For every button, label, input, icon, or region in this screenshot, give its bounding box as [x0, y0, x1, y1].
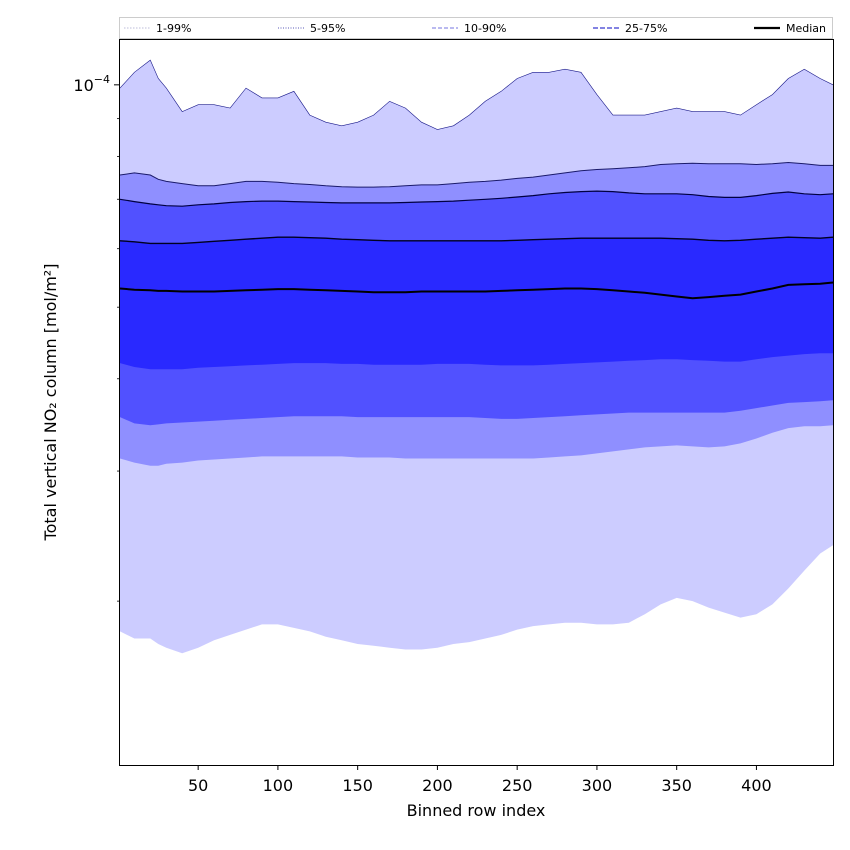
- x-tick-label: 150: [342, 776, 373, 795]
- upper-line-p75: [119, 236, 834, 245]
- x-tick-label: 250: [502, 776, 533, 795]
- median-line: [119, 281, 834, 300]
- upper-line-p90: [119, 190, 834, 207]
- upper-line-p95: [119, 161, 833, 188]
- legend-frame: [119, 17, 833, 39]
- upper-line-p99: [119, 59, 834, 130]
- x-tick-label: 300: [582, 776, 613, 795]
- x-axis: 50 100 150 200 250 300 350 400: [188, 765, 772, 795]
- x-tick-label: 350: [661, 776, 692, 795]
- legend-label-median: Median: [786, 22, 826, 35]
- legend-label-p5_95: 5-95%: [310, 22, 345, 35]
- legend: 1-99% 5-95% 10-90% 25-75% Median: [119, 17, 833, 39]
- y-axis: 10−4: [73, 73, 120, 602]
- x-tick-label: 50: [188, 776, 208, 795]
- x-tick-label: 100: [263, 776, 294, 795]
- legend-label-p25_75: 25-75%: [625, 22, 667, 35]
- y-tick-label: 10−4: [73, 73, 110, 95]
- x-tick-label: 200: [422, 776, 453, 795]
- legend-label-p10_90: 10-90%: [464, 22, 506, 35]
- percentile-bands: [120, 60, 833, 654]
- x-tick-label: 400: [741, 776, 772, 795]
- y-axis-label: Total vertical NO₂ column [mol/m²]: [41, 264, 60, 542]
- plot-frame: [119, 39, 834, 766]
- percentile-lines: [119, 59, 834, 245]
- x-axis-label: Binned row index: [407, 801, 546, 820]
- band-25-75: [120, 237, 833, 370]
- legend-label-p1_99: 1-99%: [156, 22, 191, 35]
